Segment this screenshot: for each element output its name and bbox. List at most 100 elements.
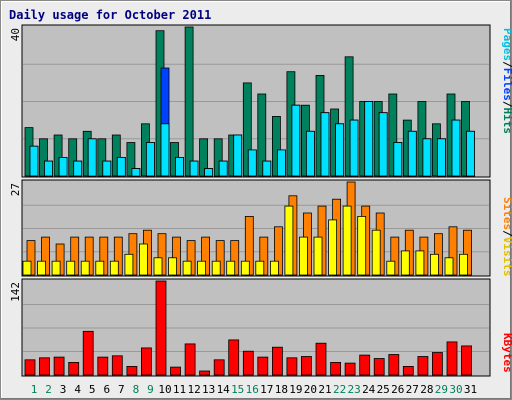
bar-sites-day-18 [269,260,279,276]
legend-kbytes: KBytes [501,333,512,373]
bar-pages-day-1 [29,145,39,177]
x-label-day-17: 17 [260,383,273,396]
bar-hits-day-6 [97,138,107,177]
bar-sites-day-22 [328,219,338,276]
bar-pages-day-11 [175,156,184,177]
bar-hits-day-2 [39,138,48,177]
x-label-day-11: 11 [173,383,186,396]
bar-sites-day-6 [95,260,105,276]
bar-pages-day-9 [145,142,155,177]
bar-pages-day-6 [102,160,112,177]
bar-kbytes-day-17 [257,356,269,376]
bar-sites-day-12 [182,260,192,276]
bar-kbytes-day-12 [184,343,196,376]
bar-kbytes-day-29 [431,352,443,376]
bar-pages-day-24 [364,101,374,177]
bar-pages-day-13 [204,168,214,177]
x-label-day-22: 22 [333,383,346,396]
bar-sites-day-25 [371,229,381,276]
bar-pages-day-26 [393,142,403,177]
max-label-kbytes: 142 [9,282,22,302]
bar-kbytes-day-13 [199,370,211,376]
bar-hits-day-3 [53,134,63,177]
x-label-day-26: 26 [391,383,404,396]
bar-pages-day-16 [247,149,257,177]
x-label-day-15: 15 [231,383,244,396]
bar-sites-day-15 [226,260,236,276]
bar-sites-day-23 [342,205,352,276]
bar-sites-day-21 [313,236,323,276]
bar-sites-day-30 [444,257,454,276]
bar-kbytes-day-26 [388,354,400,376]
bar-sites-day-8 [124,253,134,276]
x-label-day-7: 7 [118,383,125,396]
x-label-day-14: 14 [217,383,231,396]
bar-pages-day-12 [189,160,199,177]
bar-pages-day-29 [436,138,446,177]
bar-kbytes-day-4 [68,361,80,376]
bar-sites-day-10 [153,257,163,276]
x-label-day-20: 20 [304,383,317,396]
legend-visits-sites: Sites/Visits [501,197,512,277]
bar-pages-day-19 [291,104,301,177]
bar-kbytes-day-25 [373,358,385,376]
bar-hits-day-18 [271,116,281,177]
bar-pages-day-15 [233,134,243,177]
x-label-day-27: 27 [406,383,419,396]
bar-pages-day-14 [218,160,228,177]
x-label-day-13: 13 [202,383,215,396]
bar-pages-day-4 [73,160,83,177]
bar-sites-day-26 [386,260,396,276]
x-label-day-16: 16 [246,383,259,396]
bar-pages-day-18 [276,149,286,177]
bar-sites-day-29 [429,253,439,276]
bar-kbytes-day-2 [39,357,50,376]
legend-files: Files [501,68,512,101]
x-label-day-21: 21 [318,383,331,396]
x-axis-labels: 1 2 3 4 5 6 7 8 9 10 11 12 13 14 15 16 17 18 19 20 21 22 23 24 2… [31,383,477,396]
bars-layer [22,26,475,376]
bar-hits-day-17 [257,93,267,177]
bar-kbytes-day-24 [359,354,371,376]
bar-kbytes-day-30 [446,341,458,376]
bar-pages-day-10 [160,123,170,177]
bar-hits-day-13 [199,138,209,177]
x-label-day-19: 19 [289,383,302,396]
bar-pages-day-5 [87,138,97,177]
x-label-day-24: 24 [362,383,376,396]
bar-hits-day-14 [213,138,223,177]
bar-kbytes-day-10 [155,280,167,376]
bar-kbytes-day-20 [300,356,312,376]
bar-sites-day-19 [284,205,294,276]
bar-pages-day-31 [466,130,475,177]
bar-sites-day-16 [240,260,250,276]
legend-sep-2: / [501,101,512,108]
bar-pages-day-21 [320,112,330,177]
x-label-day-6: 6 [103,383,110,396]
legend-visits: Visits [501,237,512,277]
bar-kbytes-day-8 [126,365,138,376]
bar-sites-day-14 [211,260,221,276]
bar-sites-day-31 [459,253,468,276]
legend-sep-3: / [501,230,512,237]
x-label-day-5: 5 [89,383,96,396]
bar-pages-day-2 [44,160,53,177]
bar-sites-day-1 [22,260,32,276]
legend-sep-1: / [501,61,512,68]
bar-kbytes-day-22 [330,361,342,376]
bar-kbytes-day-18 [271,346,283,376]
bar-hits-day-8 [126,142,136,177]
bar-kbytes-day-6 [97,356,109,376]
x-label-day-9: 9 [147,383,154,396]
x-label-day-31: 31 [464,383,477,396]
bar-sites-day-2 [37,260,46,276]
bar-kbytes-day-23 [344,362,356,376]
bar-sites-day-7 [109,260,119,276]
bar-sites-day-5 [80,260,90,276]
bar-kbytes-day-28 [417,356,429,376]
bar-sites-day-4 [66,260,76,276]
x-label-day-2: 2 [45,383,52,396]
x-label-day-30: 30 [449,383,462,396]
bar-sites-day-20 [298,236,308,276]
